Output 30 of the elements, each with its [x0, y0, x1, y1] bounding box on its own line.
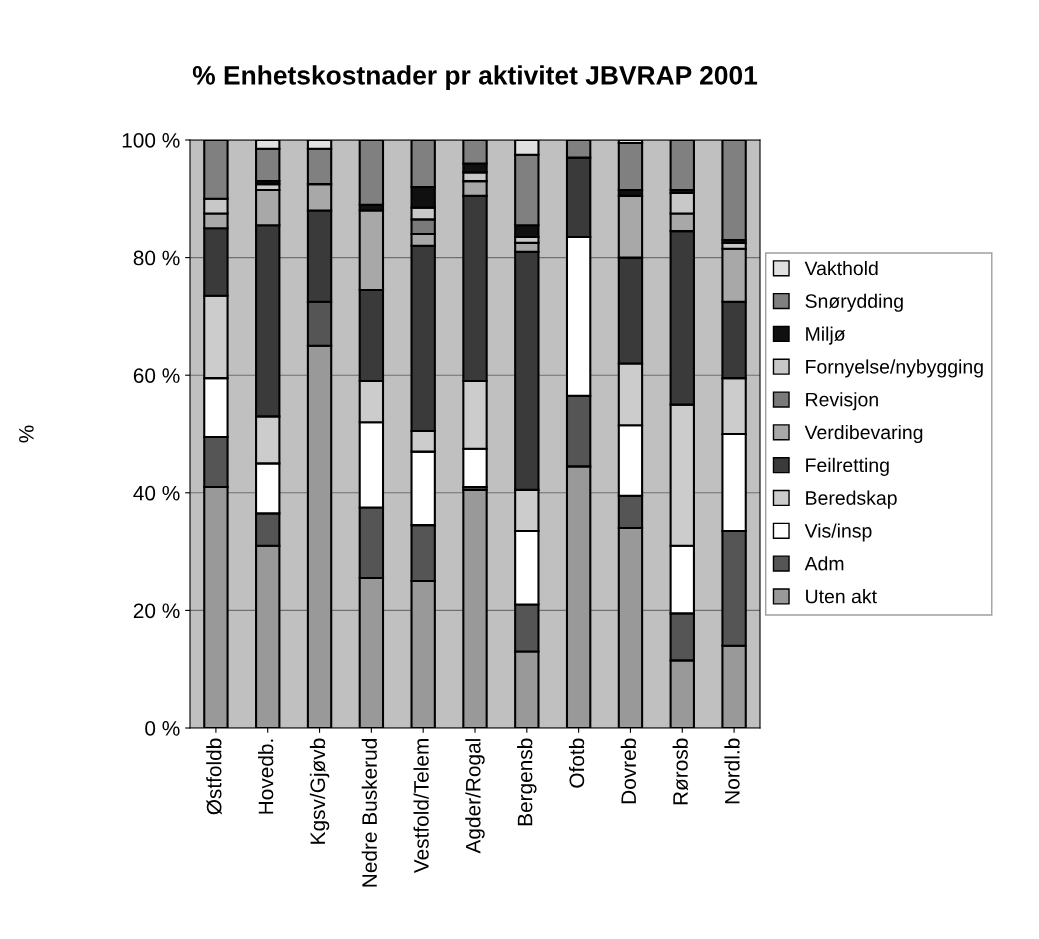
legend-label: Miljø — [806, 326, 846, 345]
legend-label: Verdibevaring — [804, 424, 923, 444]
legend-label: Fornyelse/nybygging — [806, 359, 983, 378]
legend-label: Vis/insp — [804, 523, 872, 542]
x-tick-label: Nordl.b — [724, 738, 740, 804]
x-tick-label: Dovreb — [620, 738, 637, 804]
x-tick-label: Agder/Rogal — [465, 739, 485, 854]
y-tick-label: 60 % — [133, 368, 180, 383]
legend-label: Beredskap — [806, 490, 897, 509]
x-tick-label: Østfoldb — [206, 738, 222, 815]
legend-label: Feilretting — [806, 457, 889, 476]
y-tick-label: 40 % — [133, 485, 180, 501]
y-axis-title: % — [19, 425, 34, 443]
legend-label: Vakthold — [804, 260, 878, 276]
y-tick-label: 80 % — [133, 250, 180, 266]
x-tick-label: Bergensb — [517, 738, 537, 826]
x-tick-label: Kgsv/Gjøvb — [309, 738, 330, 844]
y-tick-label: 100 % — [122, 133, 180, 148]
y-tick-label: 20 % — [133, 603, 180, 619]
legend-label: Uten akt — [806, 589, 877, 604]
x-tick-label: Nedre Buskerud — [361, 739, 377, 887]
x-tick-label: Rørosb — [672, 738, 689, 805]
legend-label: Adm — [804, 556, 844, 571]
x-tick-label: Ofotb — [568, 738, 585, 788]
y-tick-label: 0 % — [145, 721, 180, 736]
chart-title: % Enhetskostnader pr aktivitet JBVRAP 2001 — [192, 65, 758, 90]
x-tick-label: Hovedb. — [258, 739, 274, 814]
legend-label: Revisjon — [806, 392, 878, 411]
x-tick-label: Vestfold/Telem — [413, 739, 429, 874]
legend-label: Snørydding — [805, 293, 903, 312]
